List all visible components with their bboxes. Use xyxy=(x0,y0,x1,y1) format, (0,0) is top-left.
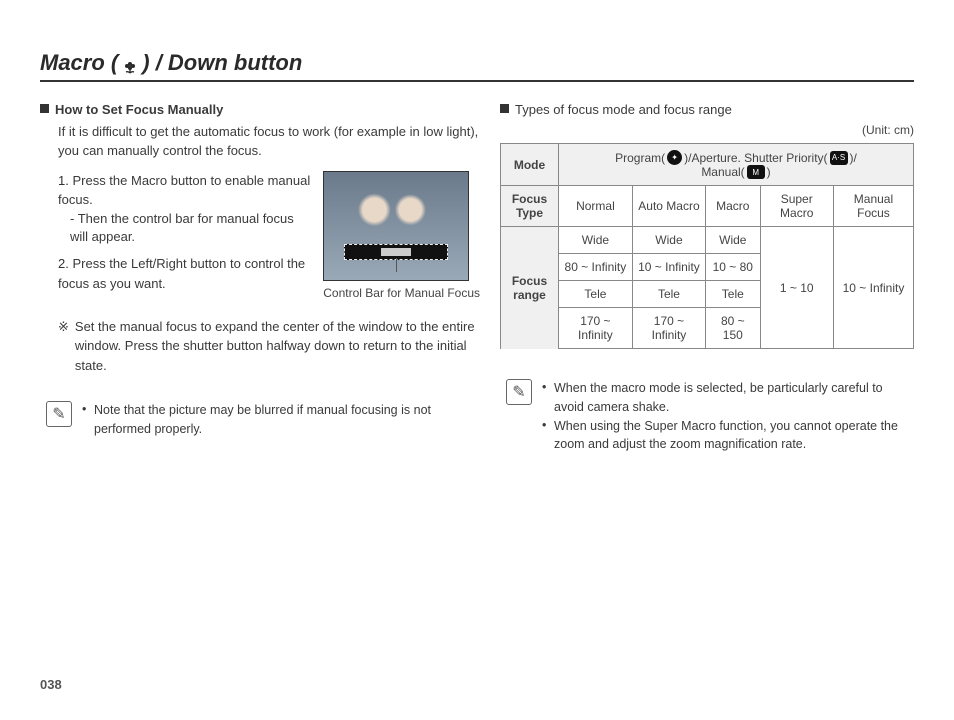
wide-label-1: Wide xyxy=(559,227,633,254)
focus-range-table: Mode Program( ✦ )/Aperture. Shutter Prio… xyxy=(500,143,914,349)
left-heading-text: How to Set Focus Manually xyxy=(55,102,223,117)
right-note-2: When using the Super Macro function, you… xyxy=(542,417,914,455)
step-1-row: 1. Press the Macro button to enable manu… xyxy=(58,171,480,301)
type-normal: Normal xyxy=(559,186,633,227)
page-number: 038 xyxy=(40,677,62,692)
manual-focus-range: 10 ~ Infinity xyxy=(833,227,913,349)
manual-mode-icon: M xyxy=(747,165,765,179)
tele-val-3: 80 ~ 150 xyxy=(706,308,760,349)
step2-text: Press the Left/Right button to control t… xyxy=(58,256,305,291)
right-note-list: When the macro mode is selected, be part… xyxy=(542,379,914,454)
super-macro-range: 1 ~ 10 xyxy=(760,227,833,349)
right-note-block: ✎ When the macro mode is selected, be pa… xyxy=(506,379,914,454)
wide-val-1: 80 ~ Infinity xyxy=(559,254,633,281)
title-pre: Macro ( xyxy=(40,50,118,76)
tele-val-2: 170 ~ Infinity xyxy=(632,308,705,349)
callout-line xyxy=(396,258,397,272)
manual-page: Macro ( ) / Down button How to Set Focus… xyxy=(0,0,954,474)
type-super-macro: Super Macro xyxy=(760,186,833,227)
tele-val-1: 170 ~ Infinity xyxy=(559,308,633,349)
left-note-block: ✎ Note that the picture may be blurred i… xyxy=(46,401,480,439)
right-column: Types of focus mode and focus range (Uni… xyxy=(500,102,914,454)
two-column-layout: How to Set Focus Manually If it is diffi… xyxy=(40,102,914,454)
step1-sub: - Then the control bar for manual focus … xyxy=(70,210,313,246)
title-bar: Macro ( ) / Down button xyxy=(40,50,914,82)
left-heading: How to Set Focus Manually xyxy=(40,102,480,117)
star-note-text: Set the manual focus to expand the cente… xyxy=(75,317,480,376)
example-photo xyxy=(323,171,469,281)
focus-type-label: Focus Type xyxy=(501,186,559,227)
star-mark: ※ xyxy=(58,317,69,376)
left-column: How to Set Focus Manually If it is diffi… xyxy=(40,102,480,454)
table-row-wide-label: Focus range Wide Wide Wide 1 ~ 10 10 ~ I… xyxy=(501,227,914,254)
type-auto-macro: Auto Macro xyxy=(632,186,705,227)
type-manual-focus: Manual Focus xyxy=(833,186,913,227)
type-macro: Macro xyxy=(706,186,760,227)
table-row-mode: Mode Program( ✦ )/Aperture. Shutter Prio… xyxy=(501,144,914,186)
mode-label: Mode xyxy=(501,144,559,186)
tele-label-1: Tele xyxy=(559,281,633,308)
wide-label-3: Wide xyxy=(706,227,760,254)
step1-num: 1. xyxy=(58,173,69,188)
thumb-wrap: Control Bar for Manual Focus xyxy=(323,171,480,301)
program-mode-icon: ✦ xyxy=(667,150,682,165)
page-title: Macro ( ) / Down button xyxy=(40,50,302,76)
macro-flower-icon xyxy=(122,55,138,71)
wide-val-3: 10 ~ 80 xyxy=(706,254,760,281)
step1-text: Press the Macro button to enable manual … xyxy=(58,173,310,208)
wide-label-2: Wide xyxy=(632,227,705,254)
unit-label: (Unit: cm) xyxy=(500,123,914,137)
left-intro: If it is difficult to get the automatic … xyxy=(58,123,480,161)
tele-label-3: Tele xyxy=(706,281,760,308)
step2-num: 2. xyxy=(58,256,69,271)
focus-range-label: Focus range xyxy=(501,227,559,349)
left-note-1: Note that the picture may be blurred if … xyxy=(82,401,480,439)
wide-val-2: 10 ~ Infinity xyxy=(632,254,705,281)
mode-cell: Program( ✦ )/Aperture. Shutter Priority(… xyxy=(559,144,914,186)
right-heading-text: Types of focus mode and focus range xyxy=(515,102,732,117)
title-post: ) / Down button xyxy=(142,50,302,76)
right-heading: Types of focus mode and focus range xyxy=(500,102,914,117)
star-note: ※ Set the manual focus to expand the cen… xyxy=(58,317,480,376)
note-pencil-icon: ✎ xyxy=(506,379,532,405)
priority-mode-icon: A·S xyxy=(830,151,848,165)
thumb-caption: Control Bar for Manual Focus xyxy=(323,285,480,301)
steps-list: 1. Press the Macro button to enable manu… xyxy=(58,171,480,301)
left-note-list: Note that the picture may be blurred if … xyxy=(82,401,480,439)
square-bullet-icon xyxy=(500,104,509,113)
note-pencil-icon: ✎ xyxy=(46,401,72,427)
square-bullet-icon xyxy=(40,104,49,113)
table-row-focus-type: Focus Type Normal Auto Macro Macro Super… xyxy=(501,186,914,227)
right-note-1: When the macro mode is selected, be part… xyxy=(542,379,914,417)
step-1: 1. Press the Macro button to enable manu… xyxy=(58,171,313,293)
tele-label-2: Tele xyxy=(632,281,705,308)
